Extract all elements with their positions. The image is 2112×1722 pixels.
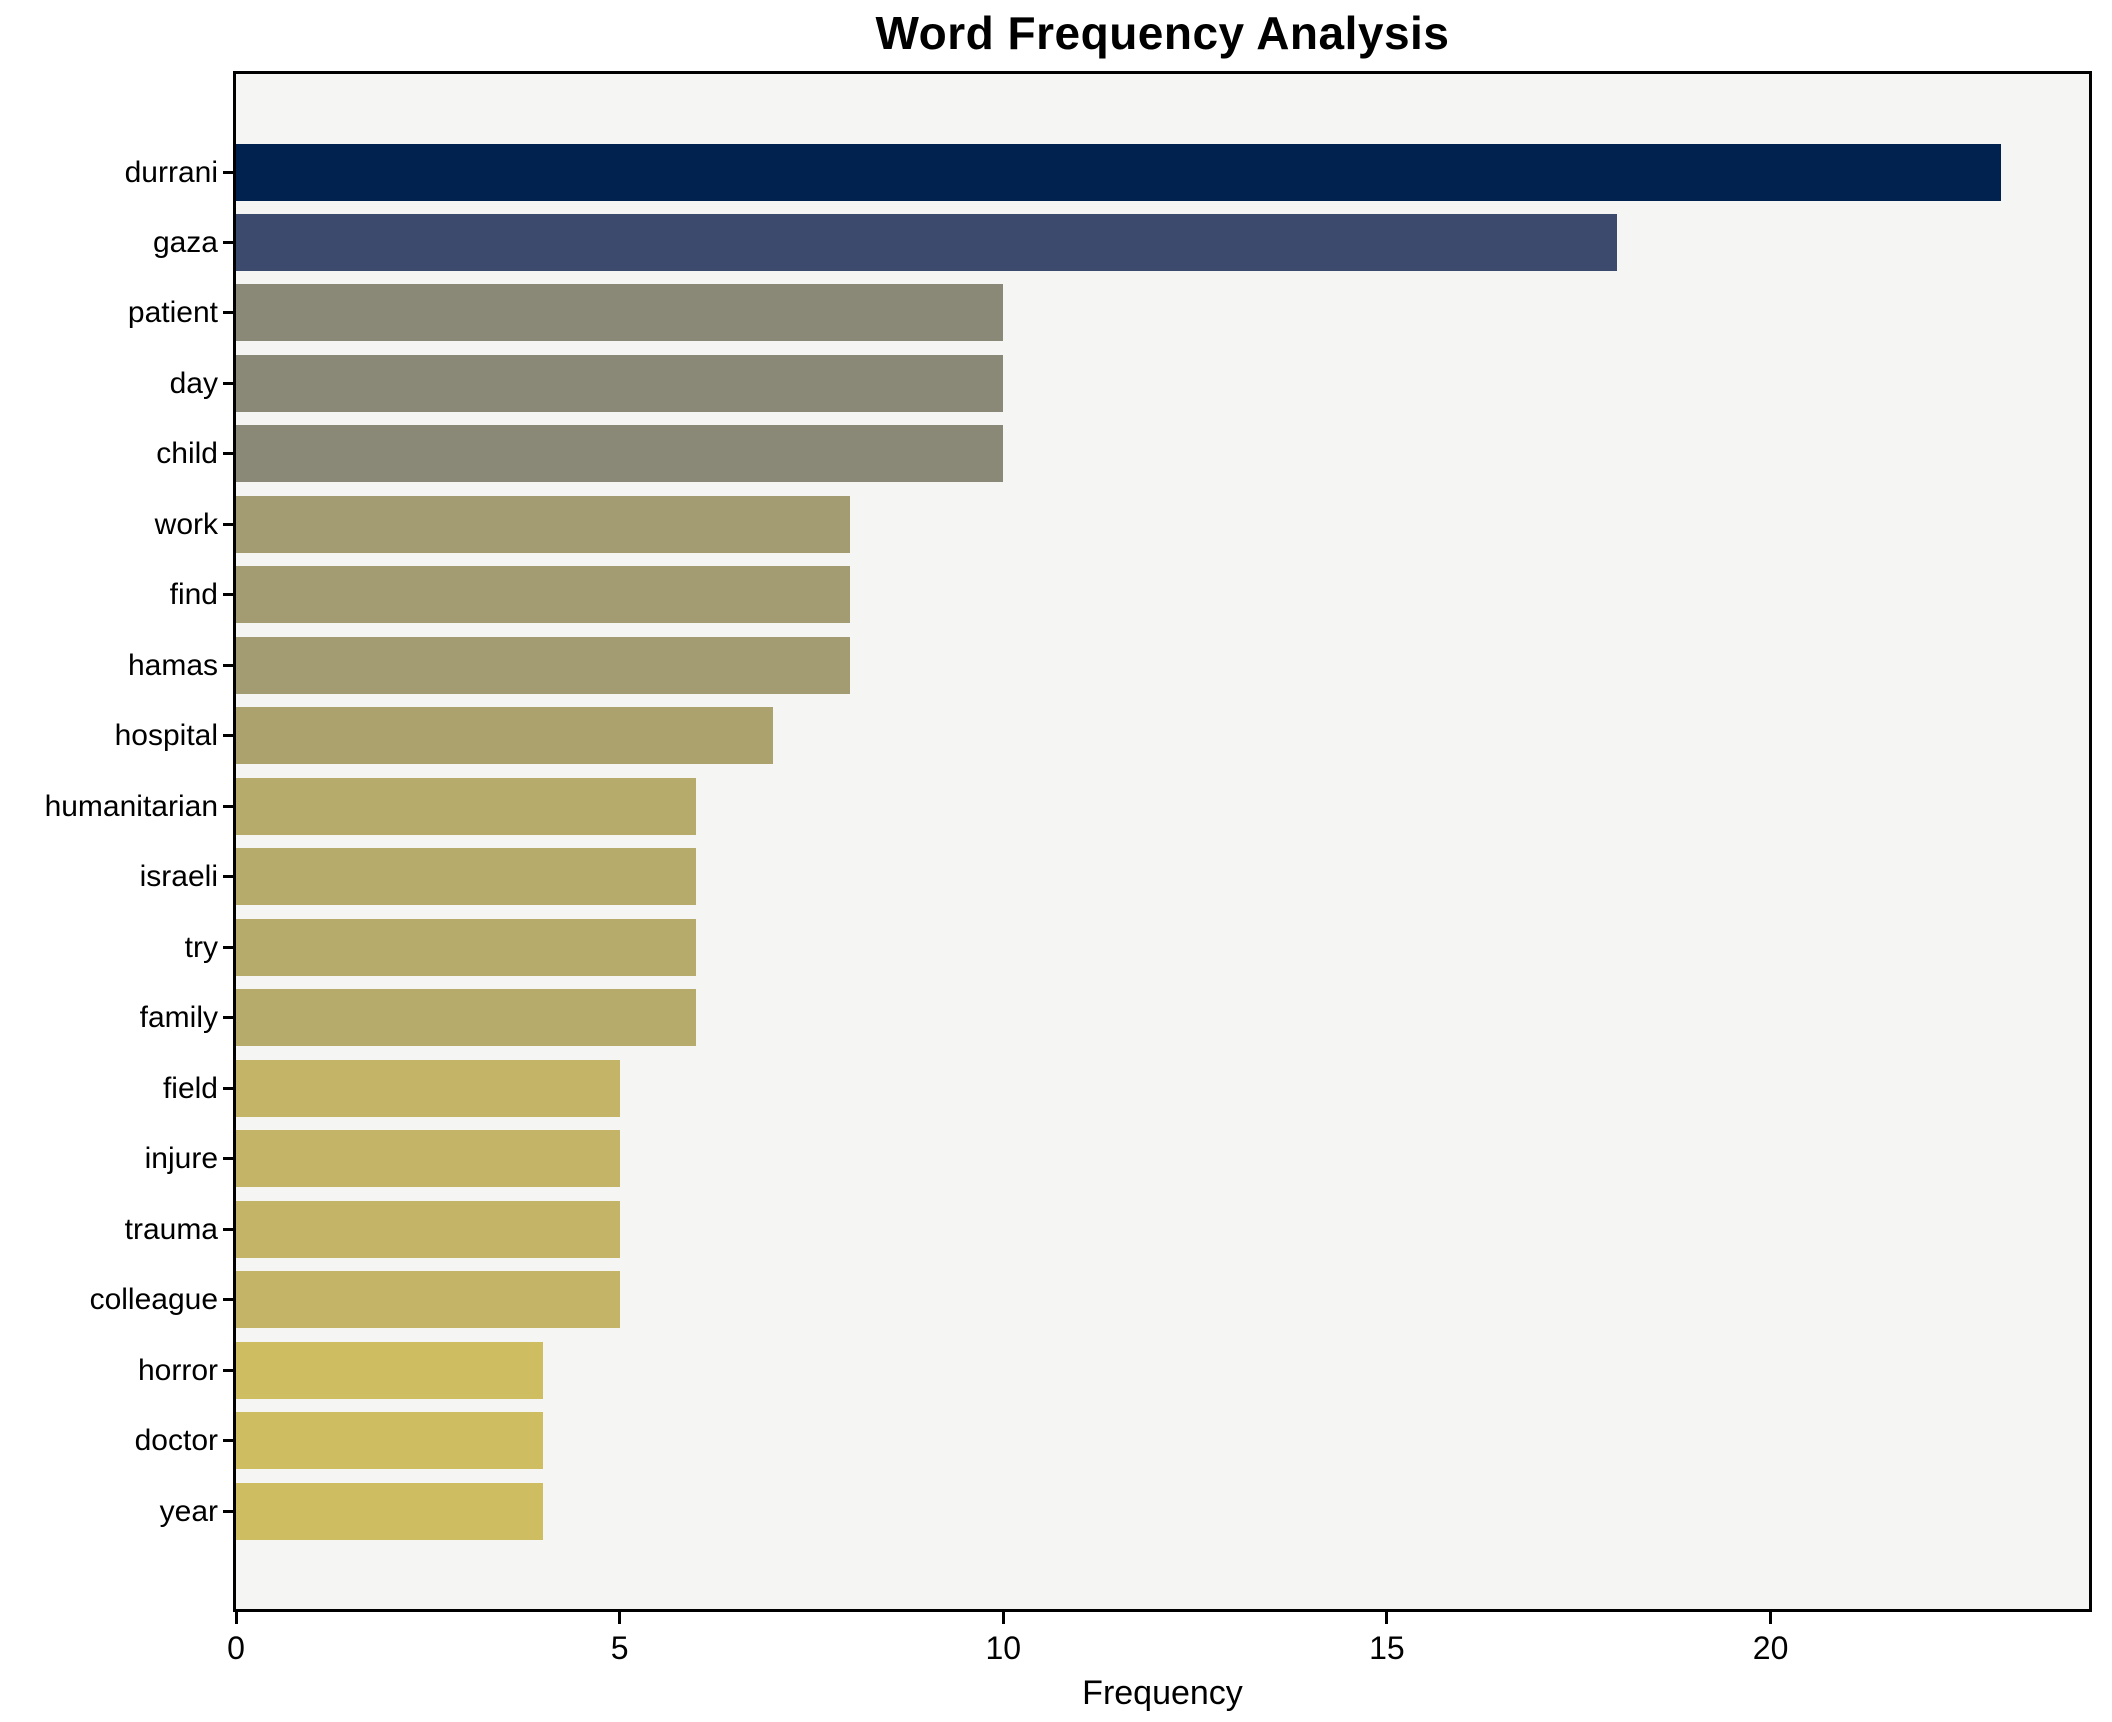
y-tick-mark xyxy=(223,663,233,667)
y-tick-label-doctor: doctor xyxy=(134,1424,218,1458)
y-tick-label-find: find xyxy=(169,578,218,612)
y-tick-mark xyxy=(223,1086,233,1090)
y-tick-mark xyxy=(223,1227,233,1231)
y-tick-mark xyxy=(223,522,233,526)
y-tick-label-child: child xyxy=(156,437,218,471)
y-tick-mark xyxy=(223,734,233,738)
y-tick-label-patient: patient xyxy=(127,296,218,330)
y-tick-label-gaza: gaza xyxy=(152,225,218,259)
bar-find xyxy=(236,566,850,624)
y-tick-label-humanitarian: humanitarian xyxy=(44,789,218,823)
y-tick-mark xyxy=(223,452,233,456)
x-tick-mark xyxy=(1769,1612,1773,1624)
bar-patient xyxy=(236,284,1004,342)
bar-durrani xyxy=(236,143,2001,201)
y-tick-label-family: family xyxy=(139,1001,218,1035)
y-tick-label-day: day xyxy=(169,366,218,400)
bar-humanitarian xyxy=(236,777,697,835)
x-tick-mark xyxy=(1385,1612,1389,1624)
bar-injure xyxy=(236,1130,620,1188)
x-axis-label: Frequency xyxy=(1082,1674,1243,1712)
bar-doctor xyxy=(236,1412,543,1470)
y-tick-label-hospital: hospital xyxy=(114,719,218,753)
y-tick-mark xyxy=(223,875,233,879)
y-tick-mark xyxy=(223,804,233,808)
bar-child xyxy=(236,425,1004,483)
y-tick-label-year: year xyxy=(159,1494,218,1528)
x-tick-label-0: 0 xyxy=(227,1630,245,1666)
bar-hamas xyxy=(236,636,850,694)
y-tick-mark xyxy=(223,1509,233,1513)
x-tick-label-5: 5 xyxy=(610,1630,629,1666)
plot-area xyxy=(233,71,2092,1612)
y-tick-label-field: field xyxy=(162,1071,218,1105)
y-tick-label-israeli: israeli xyxy=(139,860,218,894)
y-tick-mark xyxy=(223,1439,233,1443)
x-tick-label-10: 10 xyxy=(985,1630,1022,1666)
y-tick-mark xyxy=(223,1298,233,1302)
y-tick-mark xyxy=(223,1157,233,1161)
y-tick-mark xyxy=(223,170,233,174)
bar-hospital xyxy=(236,707,774,765)
y-tick-mark xyxy=(223,381,233,385)
bar-gaza xyxy=(236,213,1618,271)
x-tick-label-15: 15 xyxy=(1369,1630,1405,1666)
y-tick-mark xyxy=(223,945,233,949)
bar-work xyxy=(236,495,850,553)
y-tick-mark xyxy=(223,1368,233,1372)
chart-title: Word Frequency Analysis xyxy=(875,7,1450,59)
x-tick-mark xyxy=(618,1612,622,1624)
y-tick-mark xyxy=(223,593,233,597)
y-tick-label-horror: horror xyxy=(137,1353,218,1387)
y-tick-label-colleague: colleague xyxy=(89,1283,218,1317)
bar-year xyxy=(236,1482,543,1540)
bar-family xyxy=(236,989,697,1047)
x-tick-label-20: 20 xyxy=(1752,1630,1789,1666)
bar-field xyxy=(236,1059,620,1117)
y-tick-label-durrani: durrani xyxy=(124,155,218,189)
y-tick-mark xyxy=(223,240,233,244)
y-tick-mark xyxy=(223,1016,233,1020)
y-tick-label-hamas: hamas xyxy=(127,648,218,682)
x-tick-mark xyxy=(234,1612,238,1624)
bar-try xyxy=(236,918,697,976)
x-tick-mark xyxy=(1001,1612,1005,1624)
bar-colleague xyxy=(236,1271,620,1329)
y-tick-label-try: try xyxy=(184,930,218,964)
bar-trauma xyxy=(236,1200,620,1258)
y-tick-label-work: work xyxy=(154,507,218,541)
y-tick-label-trauma: trauma xyxy=(124,1212,218,1246)
y-tick-mark xyxy=(223,311,233,315)
bar-day xyxy=(236,354,1004,412)
y-tick-label-injure: injure xyxy=(144,1142,218,1176)
bar-israeli xyxy=(236,848,697,906)
bar-horror xyxy=(236,1341,543,1399)
